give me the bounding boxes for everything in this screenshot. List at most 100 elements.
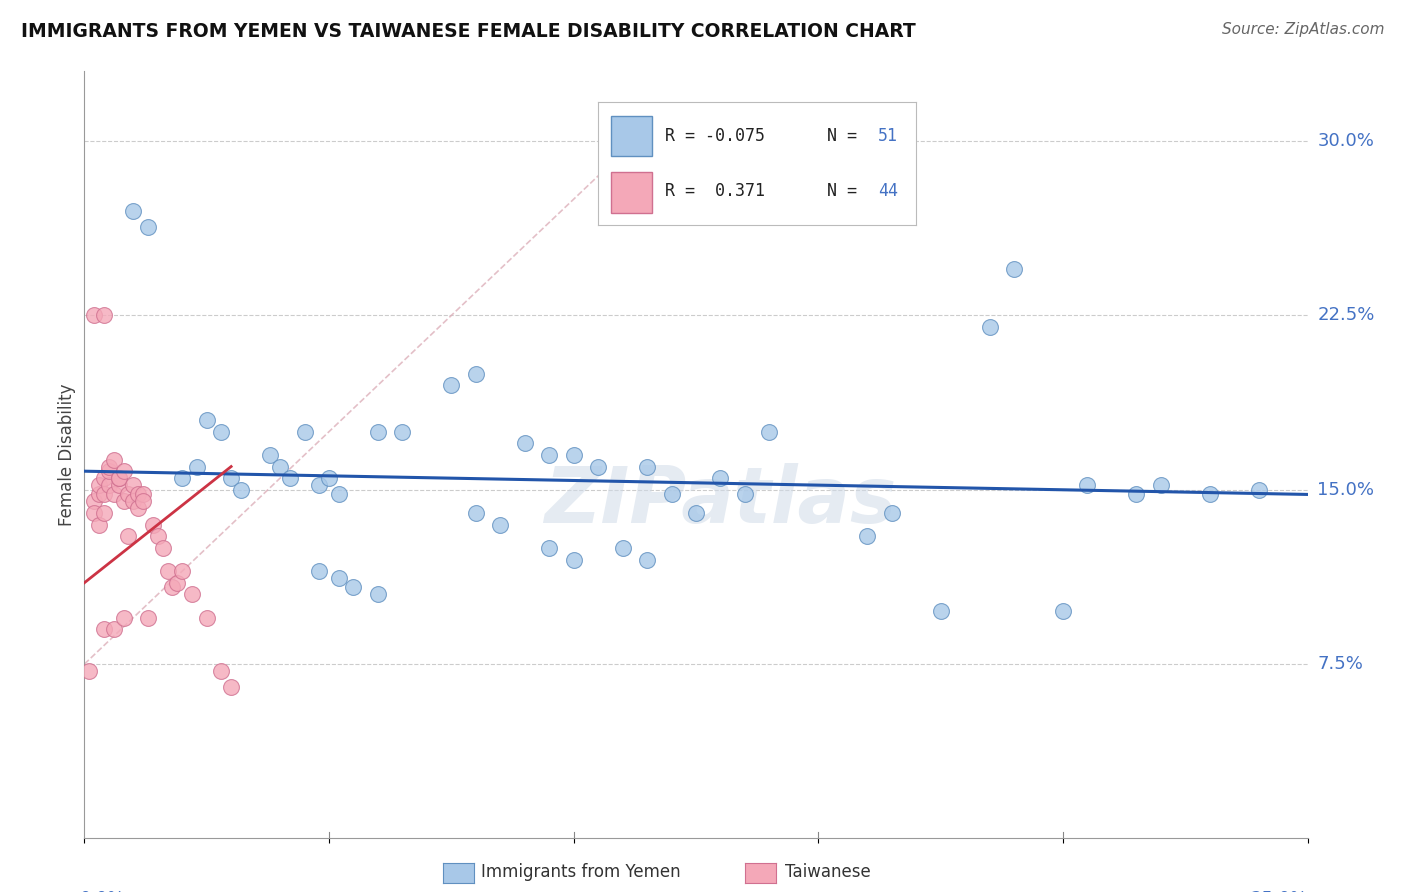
Point	[122, 494, 145, 508]
Point	[83, 506, 105, 520]
Point	[1052, 604, 1074, 618]
Point	[229, 483, 252, 497]
Point	[162, 581, 184, 595]
Point	[142, 517, 165, 532]
Point	[127, 487, 149, 501]
Point	[308, 564, 330, 578]
Point	[112, 610, 135, 624]
Point	[127, 501, 149, 516]
Point	[146, 529, 169, 543]
Point	[758, 425, 780, 439]
Point	[612, 541, 634, 555]
Point	[562, 448, 585, 462]
Point	[132, 494, 155, 508]
Point	[103, 487, 125, 501]
Text: Immigrants from Yemen: Immigrants from Yemen	[481, 863, 681, 881]
Text: 0.0%: 0.0%	[80, 889, 125, 892]
Point	[107, 471, 129, 485]
Point	[685, 506, 707, 520]
Point	[1198, 487, 1220, 501]
Point	[93, 506, 115, 520]
Point	[562, 552, 585, 566]
Point	[342, 581, 364, 595]
Point	[97, 459, 120, 474]
Point	[172, 471, 194, 485]
Point	[636, 552, 658, 566]
Point	[152, 541, 174, 555]
Point	[308, 478, 330, 492]
Point	[97, 464, 120, 478]
Point	[87, 478, 110, 492]
Point	[87, 517, 110, 532]
Point	[391, 425, 413, 439]
Point	[156, 564, 179, 578]
Point	[367, 587, 389, 601]
Point	[103, 622, 125, 636]
Point	[132, 487, 155, 501]
Point	[219, 681, 242, 695]
Point	[269, 459, 291, 474]
Point	[97, 478, 120, 492]
Point	[87, 487, 110, 501]
Point	[1002, 262, 1025, 277]
Point	[209, 425, 232, 439]
Text: IMMIGRANTS FROM YEMEN VS TAIWANESE FEMALE DISABILITY CORRELATION CHART: IMMIGRANTS FROM YEMEN VS TAIWANESE FEMAL…	[21, 22, 915, 41]
Point	[195, 610, 218, 624]
Point	[979, 320, 1001, 334]
Text: 22.5%: 22.5%	[1317, 307, 1375, 325]
Point	[93, 487, 115, 501]
Point	[83, 309, 105, 323]
Point	[93, 622, 115, 636]
Point	[328, 487, 350, 501]
Point	[636, 459, 658, 474]
Point	[586, 459, 609, 474]
Text: ZIPatlas: ZIPatlas	[544, 463, 897, 539]
Point	[489, 517, 512, 532]
Point	[709, 471, 731, 485]
Point	[1076, 478, 1098, 492]
Point	[661, 487, 683, 501]
Text: 30.0%: 30.0%	[1317, 132, 1374, 150]
Point	[93, 309, 115, 323]
Point	[367, 425, 389, 439]
Point	[117, 487, 139, 501]
Point	[136, 220, 159, 235]
Point	[136, 610, 159, 624]
Point	[83, 494, 105, 508]
Point	[172, 564, 194, 578]
Point	[880, 506, 903, 520]
Point	[107, 471, 129, 485]
Point	[181, 587, 204, 601]
Point	[166, 575, 188, 590]
Point	[464, 367, 486, 381]
Point	[1150, 478, 1173, 492]
Point	[209, 664, 232, 678]
Point	[294, 425, 316, 439]
Point	[195, 413, 218, 427]
Point	[328, 571, 350, 585]
Point	[112, 494, 135, 508]
Point	[464, 506, 486, 520]
Point	[186, 459, 208, 474]
Point	[538, 448, 561, 462]
Point	[856, 529, 879, 543]
Point	[77, 664, 100, 678]
Point	[219, 471, 242, 485]
Point	[1247, 483, 1270, 497]
Point	[93, 471, 115, 485]
Y-axis label: Female Disability: Female Disability	[58, 384, 76, 526]
Text: Taiwanese: Taiwanese	[785, 863, 870, 881]
Point	[122, 478, 145, 492]
Point	[112, 464, 135, 478]
Point	[734, 487, 756, 501]
Point	[1125, 487, 1147, 501]
Point	[122, 203, 145, 218]
Point	[318, 471, 340, 485]
Point	[513, 436, 536, 450]
Point	[259, 448, 281, 462]
Text: 15.0%: 15.0%	[1317, 481, 1375, 499]
Text: 25.0%: 25.0%	[1250, 889, 1308, 892]
Point	[107, 478, 129, 492]
Point	[538, 541, 561, 555]
Point	[278, 471, 301, 485]
